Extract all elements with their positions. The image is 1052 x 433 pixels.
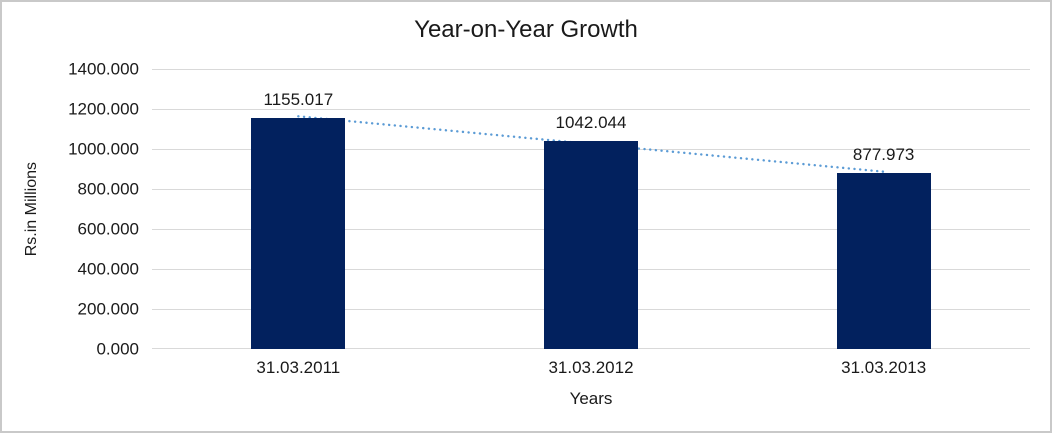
y-tick-label: 0.000 [96, 339, 139, 359]
x-tick-label: 31.03.2013 [841, 358, 927, 377]
gridline [152, 69, 1030, 70]
bar [544, 140, 638, 349]
y-tick-label: 1400.000 [68, 59, 139, 79]
bar-value-label: 877.973 [852, 145, 915, 165]
y-axis-title-text: Rs.in Millions [23, 161, 40, 257]
bar-value-label: 1155.017 [263, 89, 334, 109]
chart-title: Year-on-Year Growth [414, 16, 638, 43]
bar [836, 173, 931, 349]
x-tick-label: 31.03.2012 [548, 358, 634, 377]
x-axis-title: Years [569, 389, 613, 408]
x-tick-label: 31.03.2011 [256, 358, 341, 377]
y-tick-label: 200.000 [77, 299, 139, 319]
y-tick-label: 800.000 [77, 179, 139, 199]
y-tick-label: 1200.000 [68, 99, 139, 119]
y-tick-label: 1000.000 [68, 139, 139, 159]
y-tick-label: 400.000 [77, 259, 139, 279]
plot-area [152, 69, 1030, 349]
bar-value-label: 1042.044 [555, 112, 627, 132]
bar [251, 117, 346, 349]
gridline [152, 109, 1030, 110]
y-tick-label: 600.000 [77, 219, 139, 239]
